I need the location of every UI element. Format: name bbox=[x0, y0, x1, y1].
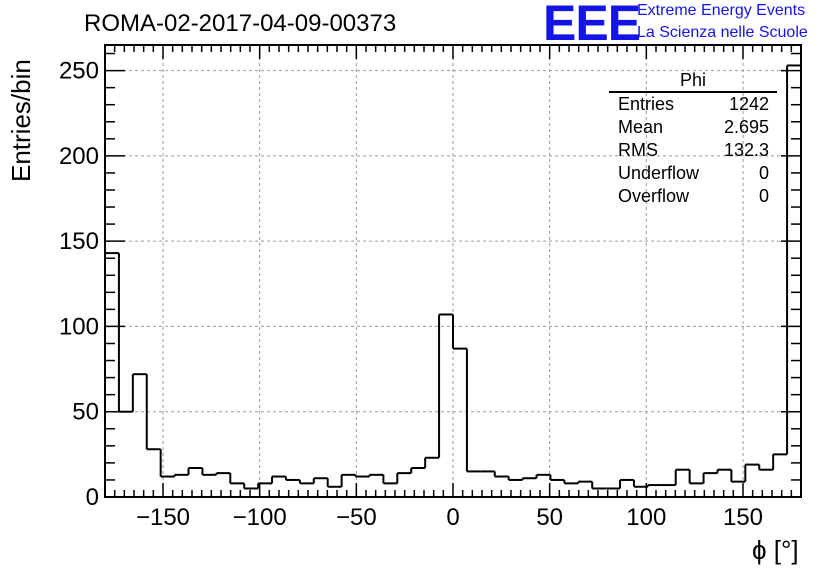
x-tick-label: 150 bbox=[723, 504, 763, 531]
y-tick-label: 50 bbox=[72, 399, 99, 426]
stat-label: Entries bbox=[618, 94, 675, 114]
stat-label: Overflow bbox=[618, 186, 690, 206]
stat-row-mean: Mean 2.695 bbox=[609, 116, 777, 139]
stats-box: Phi Entries 1242 Mean 2.695 RMS 132.3 Under… bbox=[609, 70, 777, 208]
y-tick-label: 0 bbox=[86, 484, 99, 511]
stat-value: 0 bbox=[758, 186, 769, 206]
y-tick-label: 100 bbox=[59, 313, 99, 340]
eee-logo: EEE bbox=[543, 0, 641, 51]
y-tick-label: 150 bbox=[59, 228, 99, 255]
x-tick-label: 100 bbox=[626, 504, 666, 531]
x-axis-label: ϕ [°] bbox=[752, 535, 799, 565]
stat-value: 132.3 bbox=[723, 140, 769, 160]
x-tick-label: 0 bbox=[446, 504, 459, 531]
x-tick-label: −50 bbox=[336, 504, 377, 531]
stat-row-rms: RMS 132.3 bbox=[609, 139, 777, 162]
stat-row-underflow: Underflow 0 bbox=[609, 162, 777, 185]
stat-label: Mean bbox=[618, 117, 664, 137]
stat-label: Underflow bbox=[618, 163, 700, 183]
stat-row-entries: Entries 1242 bbox=[609, 93, 777, 116]
stat-label: RMS bbox=[618, 140, 658, 160]
x-tick-label: −150 bbox=[136, 504, 190, 531]
x-tick-label: 50 bbox=[536, 504, 563, 531]
y-tick-label: 200 bbox=[59, 143, 99, 170]
stat-value: 1242 bbox=[728, 94, 769, 114]
stat-value: 2.695 bbox=[723, 117, 769, 137]
chart-title: ROMA-02-2017-04-09-00373 bbox=[84, 10, 397, 37]
y-tick-label: 250 bbox=[59, 58, 99, 85]
plot-frame bbox=[104, 44, 802, 498]
y-axis-label: Entries/bin bbox=[6, 59, 36, 182]
logo-line-1: Extreme Energy Events bbox=[637, 2, 806, 19]
logo-line-2: La Scienza nelle Scuole bbox=[637, 24, 808, 41]
stats-title: Phi bbox=[609, 70, 777, 93]
x-tick-label: −100 bbox=[233, 504, 287, 531]
stat-row-overflow: Overflow 0 bbox=[609, 185, 777, 208]
stat-value: 0 bbox=[758, 163, 769, 183]
